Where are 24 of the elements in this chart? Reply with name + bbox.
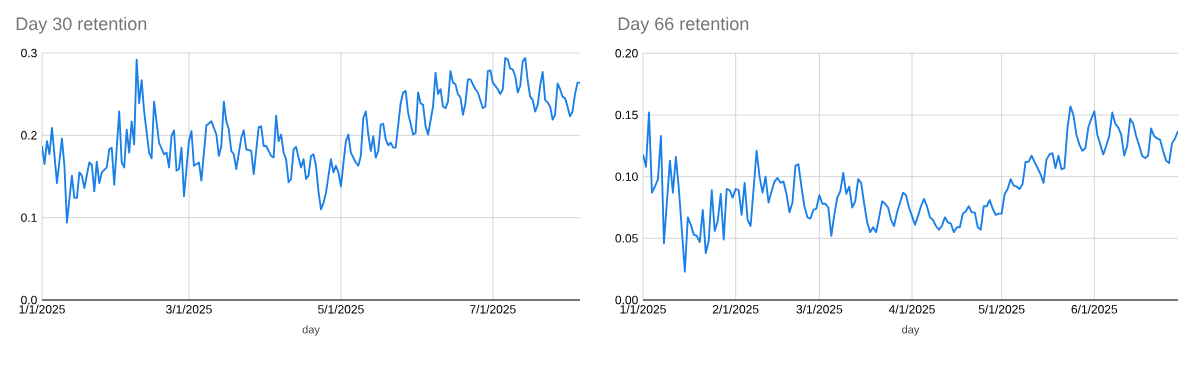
x-tick-label: 5/1/2025 xyxy=(318,304,364,314)
chart-title: Day 30 retention xyxy=(16,16,147,34)
y-tick-label: 0.1 xyxy=(21,213,37,222)
x-tick-label: 1/1/2025 xyxy=(19,304,65,314)
y-tick-label: 0.2 xyxy=(21,131,37,140)
y-tick-label: 0.15 xyxy=(615,110,638,120)
y-tick-label: 0.3 xyxy=(21,48,37,58)
chart-title: Day 66 retention xyxy=(618,16,749,34)
x-tick-label: 7/1/2025 xyxy=(470,304,516,314)
x-axis-title: day xyxy=(302,325,320,336)
line-series xyxy=(42,57,581,224)
y-tick-label: 0.20 xyxy=(615,49,638,58)
x-tick-label: 1/1/2025 xyxy=(620,304,666,314)
x-tick-label: 6/1/2025 xyxy=(1071,304,1118,314)
y-tick-label: 0.10 xyxy=(615,172,638,181)
x-tick-label: 3/1/2025 xyxy=(796,304,843,314)
x-tick-label: 4/1/2025 xyxy=(888,304,935,314)
x-tick-label: 5/1/2025 xyxy=(978,304,1025,314)
y-tick-label: 0.05 xyxy=(615,234,638,243)
y-tick-label: 0.0 xyxy=(21,295,37,305)
x-tick-label: 3/1/2025 xyxy=(166,304,212,314)
x-tick-label: 2/1/2025 xyxy=(712,304,759,314)
x-axis-title: day xyxy=(902,325,920,336)
y-tick-label: 0.00 xyxy=(615,295,638,305)
